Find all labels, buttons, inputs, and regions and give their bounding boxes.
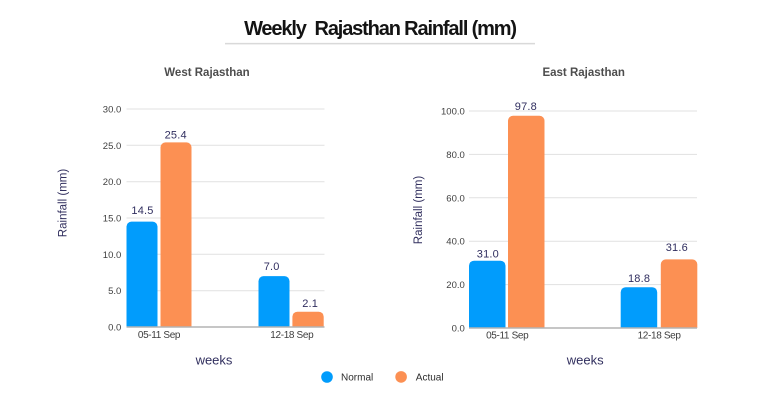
svg-text:20.0: 20.0 xyxy=(446,280,465,291)
svg-text:14.5: 14.5 xyxy=(131,205,153,217)
svg-text:30.0: 30.0 xyxy=(103,105,122,116)
svg-text:weeks: weeks xyxy=(195,353,233,368)
svg-text:Rainfall (mm): Rainfall (mm) xyxy=(58,169,70,238)
svg-text:Weekly Rajasthan Rainfall (mm: Weekly Rajasthan Rainfall (mm) xyxy=(244,18,516,40)
svg-text:40.0: 40.0 xyxy=(446,237,465,248)
svg-text:12-18 Sep: 12-18 Sep xyxy=(270,330,314,341)
svg-text:5.0: 5.0 xyxy=(108,286,121,297)
svg-text:100.0: 100.0 xyxy=(441,107,465,118)
svg-text:05-11 Sep: 05-11 Sep xyxy=(486,331,529,342)
svg-text:10.0: 10.0 xyxy=(103,250,122,261)
svg-text:80.0: 80.0 xyxy=(446,150,465,161)
svg-text:05-11 Sep: 05-11 Sep xyxy=(138,330,181,341)
svg-text:25.0: 25.0 xyxy=(103,141,122,152)
svg-text:60.0: 60.0 xyxy=(446,193,465,204)
svg-text:31.6: 31.6 xyxy=(666,242,688,254)
svg-text:Actual: Actual xyxy=(416,372,444,383)
svg-text:2.1: 2.1 xyxy=(302,298,318,310)
svg-text:15.0: 15.0 xyxy=(103,214,122,225)
svg-text:12-18 Sep: 12-18 Sep xyxy=(638,331,682,342)
svg-text:weeks: weeks xyxy=(566,353,604,368)
svg-text:0.0: 0.0 xyxy=(108,323,121,334)
svg-text:East Rajasthan: East Rajasthan xyxy=(542,67,624,79)
svg-text:7.0: 7.0 xyxy=(264,261,280,273)
svg-text:31.0: 31.0 xyxy=(477,249,499,261)
svg-text:Rainfall (mm): Rainfall (mm) xyxy=(413,176,425,245)
svg-text:25.4: 25.4 xyxy=(165,129,187,141)
svg-text:97.8: 97.8 xyxy=(515,101,537,113)
svg-text:0.0: 0.0 xyxy=(452,324,465,335)
svg-text:20.0: 20.0 xyxy=(103,177,122,188)
svg-text:18.8: 18.8 xyxy=(628,273,650,285)
svg-text:Normal: Normal xyxy=(341,372,373,383)
svg-text:West Rajasthan: West Rajasthan xyxy=(164,67,249,79)
